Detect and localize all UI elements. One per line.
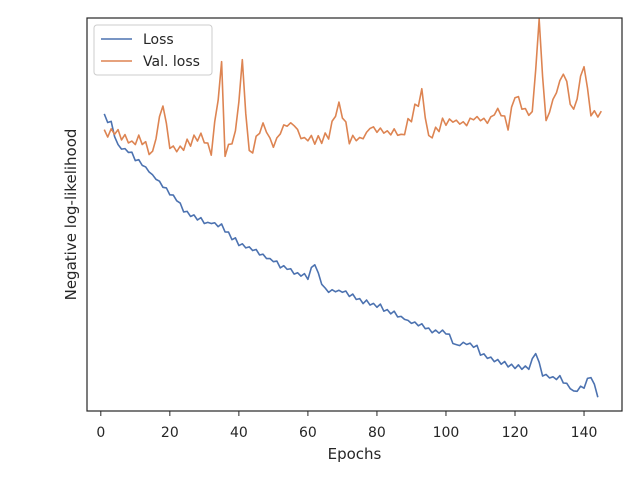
legend: Loss Val. loss bbox=[93, 24, 213, 76]
legend-label-val-loss: Val. loss bbox=[143, 54, 200, 70]
x-tick-label-60: 60 bbox=[299, 425, 317, 441]
legend-box bbox=[93, 24, 213, 76]
x-tick-label-100: 100 bbox=[433, 425, 460, 441]
plot-area bbox=[87, 18, 622, 411]
x-tick-label-120: 120 bbox=[502, 425, 529, 441]
legend-label-loss: Loss bbox=[143, 32, 174, 48]
plot-frame bbox=[86, 17, 623, 412]
x-tick-label-20: 20 bbox=[161, 425, 179, 441]
x-tick-label-80: 80 bbox=[368, 425, 386, 441]
y-axis-label: Negative log-likelihood bbox=[62, 129, 80, 301]
x-tick-label-140: 140 bbox=[571, 425, 598, 441]
series-line-loss bbox=[103, 113, 599, 398]
series-line-val-loss bbox=[103, 18, 602, 158]
x-tick-label-40: 40 bbox=[230, 425, 248, 441]
x-tick-label-0: 0 bbox=[96, 425, 105, 441]
series-layer bbox=[103, 18, 602, 398]
x-axis-ticks: 0 20 40 60 80 100 120 140 bbox=[96, 411, 597, 441]
x-axis-label: Epochs bbox=[328, 445, 382, 463]
